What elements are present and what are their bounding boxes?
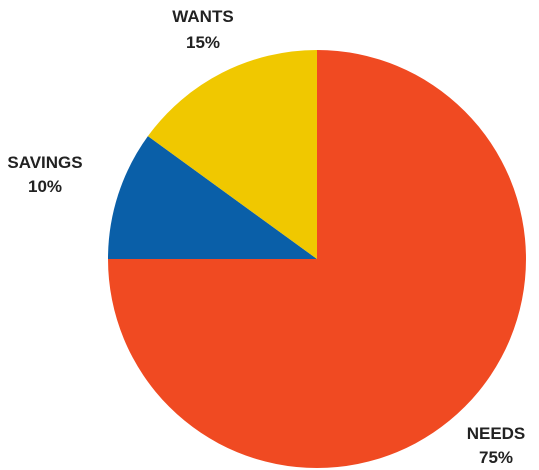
pie-slices [108,50,526,468]
savings-name-label: SAVINGS [7,153,82,172]
savings-percent-label: 10% [28,177,62,196]
wants-percent-label: 15% [186,33,220,52]
pie-slice-savings [108,136,317,259]
wants-name-label: WANTS [172,7,233,26]
pie-slice-wants [147,50,317,259]
needs-percent-label: 75% [479,448,513,467]
pie-labels: NEEDS 75% SAVINGS 10% WANTS 15% [7,7,525,467]
needs-name-label: NEEDS [467,424,526,443]
